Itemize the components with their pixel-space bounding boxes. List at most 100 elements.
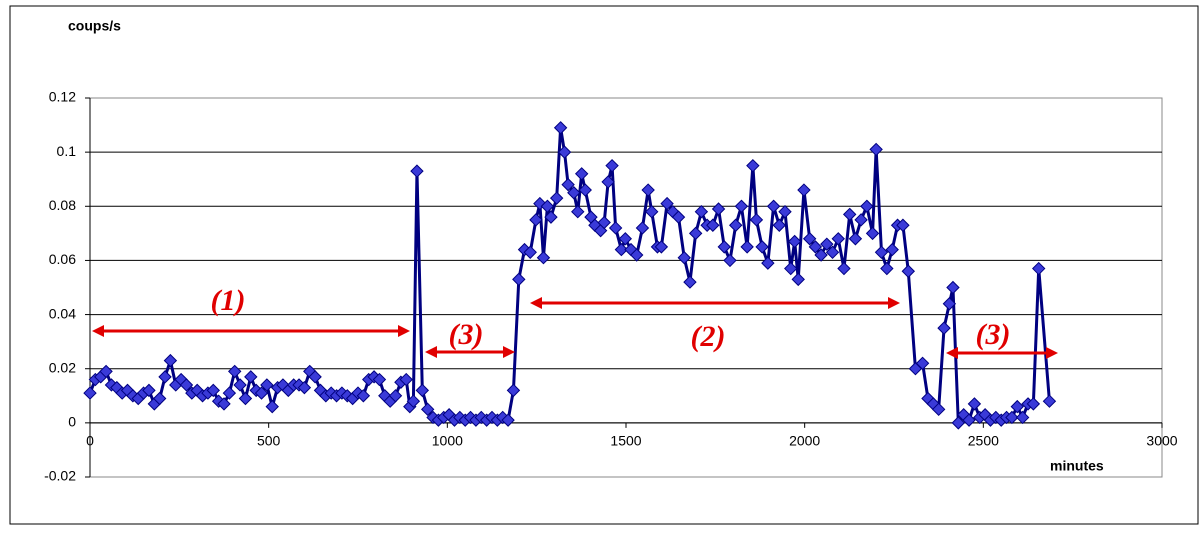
data-point bbox=[83, 386, 97, 400]
x-axis-label: minutes bbox=[1050, 458, 1104, 474]
x-tick-label: 1500 bbox=[610, 433, 641, 449]
y-tick-label: 0.06 bbox=[49, 251, 76, 267]
data-point bbox=[228, 364, 242, 379]
arrow-head bbox=[503, 346, 515, 358]
data-point bbox=[734, 199, 749, 213]
data-point bbox=[766, 199, 781, 213]
data-point bbox=[1005, 410, 1019, 425]
data-point bbox=[1032, 261, 1046, 276]
data-point bbox=[951, 416, 966, 430]
y-tick-label: -0.02 bbox=[44, 468, 76, 484]
data-point bbox=[860, 199, 874, 213]
data-point bbox=[506, 383, 521, 398]
data-point bbox=[896, 218, 910, 232]
data-point bbox=[880, 261, 894, 276]
data-point bbox=[597, 215, 611, 230]
y-tick-label: 0.1 bbox=[57, 143, 77, 159]
data-point bbox=[717, 240, 731, 254]
data-point bbox=[746, 158, 760, 173]
data-point bbox=[869, 142, 883, 157]
data-point bbox=[152, 391, 167, 406]
data-point bbox=[808, 240, 823, 254]
arrow-head bbox=[1046, 347, 1058, 359]
data-point bbox=[728, 218, 743, 232]
data-point bbox=[238, 391, 253, 406]
data-point bbox=[787, 234, 802, 249]
y-tick-label: 0.08 bbox=[49, 197, 76, 213]
data-point bbox=[931, 402, 946, 417]
x-tick-label: 0 bbox=[86, 433, 94, 449]
data-point bbox=[885, 242, 899, 257]
data-point bbox=[523, 245, 537, 260]
arrow-head bbox=[92, 325, 104, 337]
data-point bbox=[265, 399, 279, 414]
data-point bbox=[574, 167, 589, 181]
x-tick-label: 2000 bbox=[789, 433, 820, 449]
annotation-label: (3) bbox=[976, 318, 1011, 351]
data-point bbox=[784, 261, 798, 276]
data-point bbox=[937, 321, 951, 335]
data-point bbox=[605, 158, 619, 173]
data-point bbox=[163, 353, 178, 368]
data-point bbox=[778, 204, 792, 219]
annotation-label: (2) bbox=[691, 320, 726, 353]
data-point bbox=[544, 210, 558, 224]
data-point bbox=[901, 264, 916, 278]
data-point bbox=[688, 226, 703, 241]
data-point bbox=[410, 164, 424, 178]
arrow-head bbox=[946, 347, 958, 359]
data-point bbox=[831, 232, 845, 246]
data-point bbox=[791, 272, 805, 287]
data-point bbox=[820, 237, 834, 251]
data-point bbox=[549, 191, 564, 205]
data-point bbox=[802, 232, 817, 246]
arrow-head bbox=[530, 297, 542, 309]
data-point bbox=[874, 245, 889, 260]
data-point bbox=[99, 364, 113, 379]
data-point bbox=[222, 386, 237, 400]
data-point bbox=[915, 356, 930, 371]
annotation-label: (1) bbox=[211, 284, 246, 317]
data-point bbox=[797, 183, 811, 197]
data-point bbox=[388, 389, 403, 403]
data-point bbox=[865, 226, 880, 241]
data-point bbox=[711, 202, 726, 216]
data-point bbox=[837, 261, 851, 276]
data-point bbox=[848, 232, 863, 246]
data-point bbox=[501, 413, 515, 427]
data-point bbox=[420, 402, 435, 417]
data-point bbox=[946, 280, 960, 295]
data-point bbox=[825, 245, 840, 260]
data-point bbox=[645, 204, 659, 219]
data-point bbox=[967, 397, 982, 411]
x-tick-label: 500 bbox=[257, 433, 281, 449]
y-tick-label: 0.02 bbox=[49, 359, 76, 375]
data-point bbox=[244, 370, 258, 384]
data-point bbox=[561, 177, 575, 192]
y-tick-label: 0.04 bbox=[49, 305, 76, 321]
data-point bbox=[1026, 397, 1041, 411]
data-point bbox=[571, 204, 585, 219]
data-point bbox=[529, 213, 543, 227]
data-point bbox=[962, 413, 976, 427]
x-tick-label: 1000 bbox=[432, 433, 463, 449]
data-point bbox=[694, 204, 709, 219]
data-point bbox=[406, 394, 421, 408]
data-point bbox=[557, 145, 572, 159]
data-point bbox=[567, 186, 581, 200]
data-point bbox=[179, 378, 194, 392]
data-point bbox=[578, 183, 592, 197]
data-point bbox=[660, 196, 674, 211]
data-point bbox=[654, 240, 669, 254]
arrow-head bbox=[398, 325, 410, 337]
data-point bbox=[512, 272, 526, 287]
data-point bbox=[217, 397, 231, 411]
y-axis-label: coups/s bbox=[68, 18, 121, 34]
data-point bbox=[1042, 394, 1057, 408]
data-point bbox=[158, 370, 172, 384]
data-point bbox=[814, 248, 828, 262]
data-point bbox=[142, 383, 156, 398]
x-tick-label: 3000 bbox=[1146, 433, 1177, 449]
data-point bbox=[706, 218, 720, 232]
